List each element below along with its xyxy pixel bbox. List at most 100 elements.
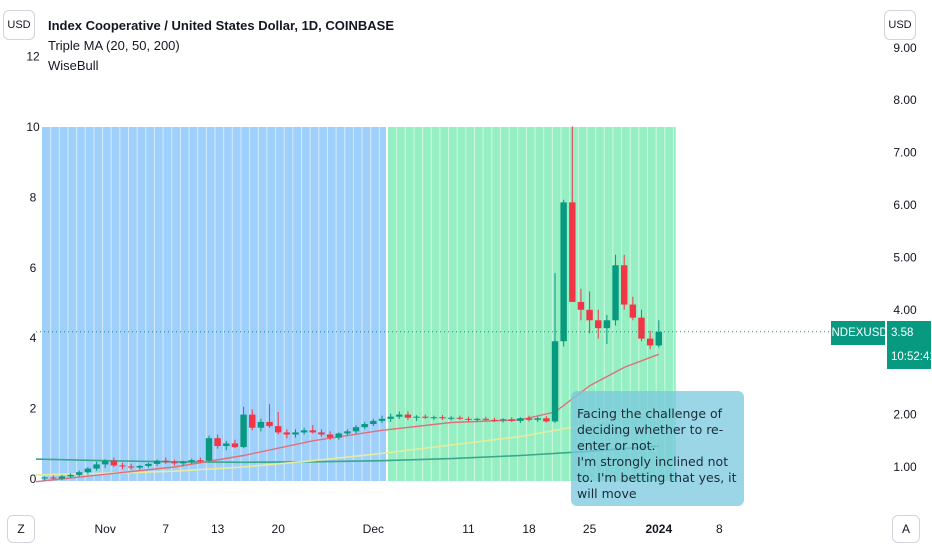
chart-title: Index Cooperative / United States Dollar… bbox=[48, 18, 395, 33]
candle-body bbox=[352, 427, 360, 432]
right-currency-button[interactable]: USD bbox=[884, 10, 916, 40]
candle-body bbox=[326, 434, 334, 438]
candle-body bbox=[551, 341, 559, 422]
left-axis-tick-label: 6 bbox=[30, 261, 37, 275]
right-axis-tick-label: 5.00 bbox=[893, 250, 917, 264]
left-axis-tick-label: 4 bbox=[30, 331, 37, 345]
candle-body bbox=[257, 421, 265, 428]
candle-body bbox=[456, 417, 464, 419]
candle-body bbox=[300, 430, 308, 433]
candle-body bbox=[422, 416, 429, 418]
candle-body bbox=[283, 432, 291, 435]
candle-body bbox=[473, 418, 481, 420]
x-axis-tick-label: 11 bbox=[462, 522, 475, 536]
left-currency-button[interactable]: USD bbox=[3, 10, 35, 40]
candle-body bbox=[560, 202, 567, 342]
candle-body bbox=[595, 320, 602, 329]
candle-body bbox=[249, 414, 256, 428]
candle-body bbox=[162, 460, 169, 463]
note-paragraph-2: I'm strongly inclined not to. I'm bettin… bbox=[577, 454, 737, 501]
x-axis-tick-label: 18 bbox=[522, 522, 536, 536]
candle-body bbox=[93, 464, 100, 469]
x-axis-tick-label: 13 bbox=[211, 522, 225, 536]
candle-body bbox=[179, 461, 187, 464]
countdown: 10:52:41 bbox=[891, 351, 932, 363]
candle-body bbox=[577, 301, 585, 310]
candle-body bbox=[318, 432, 325, 435]
candle-body bbox=[119, 465, 126, 467]
candle-body bbox=[145, 463, 152, 466]
candle-body bbox=[439, 417, 446, 419]
candle-body bbox=[67, 474, 74, 477]
candle-body bbox=[110, 460, 118, 466]
right-axis-tick-label: 7.00 bbox=[893, 146, 917, 160]
candle-body bbox=[205, 438, 213, 461]
x-axis-tick-label: Dec bbox=[363, 522, 384, 536]
candle-body bbox=[188, 460, 195, 462]
candle-body bbox=[153, 460, 161, 464]
candle-body bbox=[361, 424, 368, 428]
right-axis-tick-label: 4.00 bbox=[893, 303, 917, 317]
candle-body bbox=[378, 418, 386, 421]
last-price: 3.58 bbox=[891, 327, 914, 339]
background-band-blue bbox=[42, 127, 386, 481]
candle-body bbox=[197, 460, 204, 462]
ma200-line bbox=[35, 445, 659, 464]
candle-body bbox=[84, 468, 92, 473]
candle-body bbox=[396, 414, 403, 417]
left-axis-tick-label: 2 bbox=[30, 402, 37, 416]
candle-body bbox=[534, 418, 541, 420]
candle-body bbox=[404, 414, 412, 418]
price-tag: 3.58 10:52:41 bbox=[887, 321, 932, 369]
candle-body bbox=[586, 309, 593, 321]
candle-body bbox=[50, 477, 57, 479]
x-axis-tick-label: Nov bbox=[95, 522, 116, 536]
log-scale-button[interactable]: Z bbox=[7, 515, 35, 543]
candle-body bbox=[292, 432, 299, 435]
candle-body bbox=[621, 265, 628, 305]
candle-body bbox=[136, 465, 143, 468]
candle-body bbox=[370, 420, 377, 425]
candle-body bbox=[465, 418, 472, 420]
x-axis-tick-label: 7 bbox=[162, 522, 169, 536]
note-paragraph-1: Facing the challenge of deciding whether… bbox=[577, 406, 724, 453]
candle-body bbox=[309, 430, 316, 433]
right-axis-tick-label: 6.00 bbox=[893, 198, 917, 212]
candle-body bbox=[525, 418, 533, 420]
candle-body bbox=[603, 320, 611, 329]
left-axis-tick-label: 10 bbox=[26, 120, 40, 134]
candle-body bbox=[638, 317, 645, 339]
left-axis-tick-label: 8 bbox=[30, 190, 37, 204]
auto-scale-button[interactable]: A bbox=[892, 515, 920, 543]
candle-body bbox=[612, 265, 619, 321]
candle-body bbox=[335, 433, 342, 438]
candle-body bbox=[482, 418, 489, 420]
indicator-label: Triple MA (20, 50, 200) bbox=[48, 38, 180, 53]
candle-body bbox=[430, 417, 438, 419]
x-axis-tick-label: 2024 bbox=[645, 522, 672, 536]
candle-body bbox=[41, 477, 48, 479]
candle-body bbox=[448, 417, 455, 419]
candle-body bbox=[543, 418, 550, 422]
candle-body bbox=[58, 476, 66, 479]
chart-header: Index Cooperative / United States Dollar… bbox=[48, 16, 394, 76]
author-label: WiseBull bbox=[48, 58, 99, 73]
candle-body bbox=[499, 419, 507, 421]
candle-body bbox=[266, 421, 273, 427]
candle-body bbox=[508, 419, 515, 421]
left-axis-tick-label: 12 bbox=[26, 50, 40, 64]
ma20-line bbox=[35, 353, 660, 483]
candle-body bbox=[102, 460, 109, 465]
candle-body bbox=[240, 414, 247, 448]
x-axis-tick-label: 8 bbox=[716, 522, 723, 536]
right-axis-tick-label: 1.00 bbox=[893, 460, 917, 474]
candle-body bbox=[223, 443, 230, 447]
candle-body bbox=[387, 416, 394, 419]
x-axis-tick-label: 25 bbox=[583, 522, 597, 536]
right-axis-tick-label: 9.00 bbox=[893, 41, 917, 55]
symbol-tag: INDEXUSD bbox=[828, 321, 888, 345]
candle-body bbox=[491, 419, 498, 421]
x-axis-tick-label: 20 bbox=[272, 522, 286, 536]
idea-note: Facing the challenge of deciding whether… bbox=[571, 391, 744, 506]
